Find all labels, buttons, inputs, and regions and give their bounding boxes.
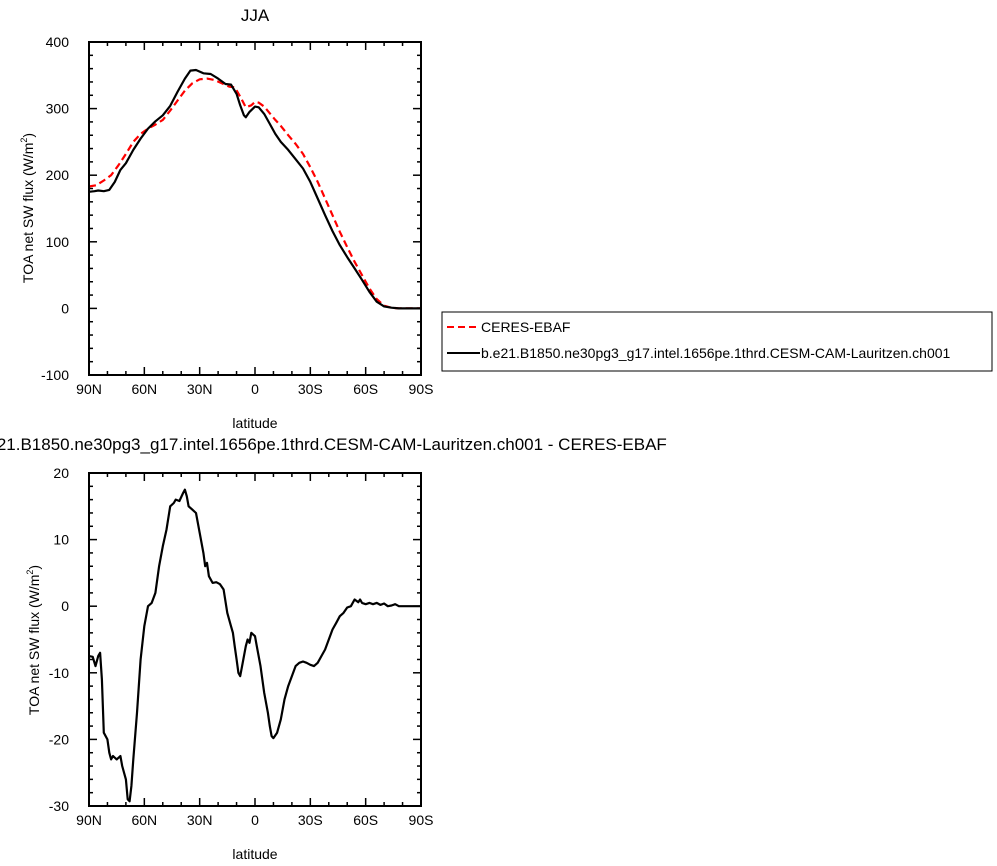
chart-top-ticks: 90N 60N 30N 0 30S 60S 90S -100 0 100 200 300 400 <box>41 34 433 397</box>
chart-bottom-ytick-label: -30 <box>49 798 69 814</box>
chart-bottom-ytick-label: 10 <box>53 532 69 548</box>
chart-bottom-xtick-label: 60S <box>353 812 378 828</box>
chart-top-xtick-label: 90S <box>409 381 434 397</box>
legend: CERES-EBAF b.e21.B1850.ne30pg3_g17.intel… <box>441 311 993 372</box>
chart-bottom-title: b.e21.B1850.ne30pg3_g17.intel.1656pe.1th… <box>0 435 667 454</box>
chart-top-ytick-label: 400 <box>46 34 70 50</box>
chart-top-xtick-label: 60N <box>131 381 157 397</box>
legend-model-label: b.e21.B1850.ne30pg3_g17.intel.1656pe.1th… <box>481 345 951 361</box>
chart-top-xtick-label: 30N <box>187 381 213 397</box>
chart-bottom-xtick-label: 90S <box>409 812 434 828</box>
chart-top-xlabel: latitude <box>232 415 277 431</box>
chart-top-ytick-label: 300 <box>46 101 70 117</box>
chart-bottom: b.e21.B1850.ne30pg3_g17.intel.1656pe.1th… <box>0 435 667 862</box>
chart-top-xtick-label: 30S <box>298 381 323 397</box>
chart-top-xtick-label: 60S <box>353 381 378 397</box>
chart-bottom-ytick-label: -10 <box>49 665 69 681</box>
chart-top-series <box>88 68 421 310</box>
legend-box <box>441 311 993 372</box>
chart-top-xtick-label: 0 <box>251 381 259 397</box>
chart-top: JJA 90N 60N 30N 0 30S 60S 90S -100 0 100 200 300 400… <box>19 6 433 431</box>
chart-top-ytick-label: 200 <box>46 167 70 183</box>
chart-top-ytick-label: 0 <box>61 300 69 316</box>
chart-top-xtick-label: 90N <box>76 381 102 397</box>
chart-bottom-ticks: 90N 60N 30N 0 30S 60S 90S -30 -20 -10 0 10 20 <box>49 465 434 828</box>
chart-bottom-ytick-label: 20 <box>53 465 69 481</box>
chart-bottom-xtick-label: 0 <box>251 812 259 828</box>
chart-top-ytick-label: -100 <box>41 367 69 383</box>
chart-bottom-ylabel: TOA net SW flux (W/m2) <box>25 565 42 715</box>
chart-bottom-xtick-label: 30S <box>298 812 323 828</box>
chart-bottom-xlabel: latitude <box>232 846 277 862</box>
chart-bottom-series <box>88 488 421 803</box>
chart-bottom-ytick-label: -20 <box>49 731 69 747</box>
chart-top-ytick-label: 100 <box>46 234 70 250</box>
chart-top-title: JJA <box>241 6 270 25</box>
chart-bottom-ytick-label: 0 <box>61 598 69 614</box>
chart-top-series-line-0 <box>88 77 421 310</box>
chart-bottom-xtick-label: 90N <box>76 812 102 828</box>
chart-bottom-series-line-0 <box>88 488 421 803</box>
chart-bottom-xtick-label: 30N <box>187 812 213 828</box>
chart-bottom-xtick-label: 60N <box>131 812 157 828</box>
chart-top-series-line-1 <box>88 68 421 310</box>
chart-top-ylabel: TOA net SW flux (W/m2) <box>19 133 36 283</box>
chart-top-frame <box>88 41 422 376</box>
chart-bottom-frame <box>88 472 422 807</box>
legend-ceres-label: CERES-EBAF <box>481 319 570 335</box>
